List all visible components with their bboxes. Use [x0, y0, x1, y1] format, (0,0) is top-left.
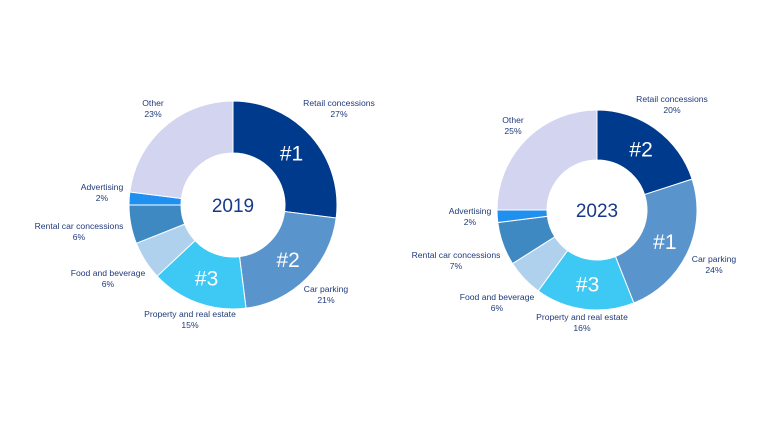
slice-retail-concessions	[232, 100, 338, 219]
slice-car-parking	[614, 178, 698, 304]
slice-name-label: Rental car concessions	[412, 250, 501, 260]
slice-name-label: Property and real estate	[144, 309, 236, 319]
rank-label-car-parking: #1	[653, 231, 676, 254]
slice-value-label: 24%	[705, 265, 723, 275]
slice-other	[496, 109, 598, 211]
slice-car-parking	[238, 210, 337, 309]
slice-name-label: Property and real estate	[536, 312, 628, 322]
rank-label-retail-concessions: #1	[280, 142, 303, 165]
slice-name-label: Car parking	[304, 284, 349, 294]
rank-label-property-and-real-estate: #3	[195, 267, 218, 290]
slice-value-label: 6%	[491, 303, 504, 313]
slice-name-label: Advertising	[449, 206, 492, 216]
slice-value-label: 27%	[330, 109, 348, 119]
slice-name-label: Food and beverage	[71, 268, 146, 278]
center-year-label: 2023	[576, 201, 618, 222]
slice-value-label: 16%	[573, 323, 591, 333]
slice-value-label: 6%	[73, 232, 86, 242]
slice-name-label: Retail concessions	[636, 94, 708, 104]
slice-value-label: 6%	[102, 279, 115, 289]
slice-value-label: 15%	[181, 320, 199, 330]
slice-value-label: 2%	[464, 217, 477, 227]
slice-name-label: Retail concessions	[303, 98, 375, 108]
slice-name-label: Rental car concessions	[35, 221, 124, 231]
slice-value-label: 20%	[663, 105, 681, 115]
slice-value-label: 7%	[450, 261, 463, 271]
slice-value-label: 2%	[96, 193, 109, 203]
center-year-label: 2019	[212, 196, 254, 217]
slice-value-label: 25%	[504, 126, 522, 136]
slice-value-label: 23%	[144, 109, 162, 119]
rank-label-retail-concessions: #2	[629, 138, 652, 161]
rank-label-property-and-real-estate: #3	[576, 273, 599, 296]
slice-other	[129, 100, 234, 200]
slice-name-label: Advertising	[81, 182, 124, 192]
slice-name-label: Food and beverage	[460, 292, 535, 302]
slice-name-label: Car parking	[692, 254, 737, 264]
slice-value-label: 21%	[317, 295, 335, 305]
slice-name-label: Other	[142, 98, 164, 108]
slice-retail-concessions	[596, 109, 693, 196]
rank-label-car-parking: #2	[276, 249, 299, 272]
slice-name-label: Other	[502, 115, 524, 125]
